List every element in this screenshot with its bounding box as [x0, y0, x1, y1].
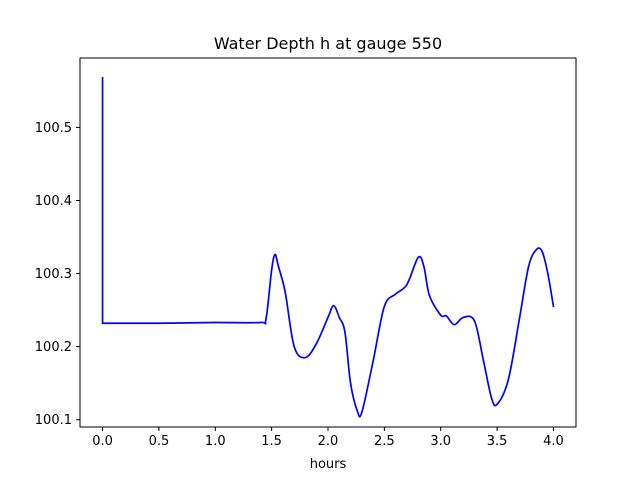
data-point — [277, 265, 280, 268]
data-point — [417, 256, 419, 259]
data-point — [265, 318, 267, 320]
data-point — [349, 382, 352, 384]
y-axis: 100.1 100.2 100.3 100.4 100.5 — [35, 121, 80, 428]
data-point — [361, 411, 363, 414]
data-point — [338, 316, 341, 319]
data-point — [327, 316, 329, 319]
plot-frame — [79, 57, 577, 428]
data-point — [315, 342, 318, 344]
data-point — [535, 248, 538, 251]
data-point — [356, 410, 359, 412]
data-point — [518, 316, 521, 319]
data-point — [284, 291, 286, 293]
y-tick-label: 100.4 — [35, 194, 72, 209]
data-point — [214, 321, 217, 324]
data-point — [372, 360, 374, 363]
x-tick-label: 0.5 — [149, 434, 170, 449]
data-point — [270, 269, 273, 271]
data-point — [101, 322, 104, 325]
x-axis-label: hours — [310, 457, 347, 472]
data-point — [101, 76, 104, 79]
data-point — [453, 323, 456, 326]
data-point — [482, 360, 485, 363]
y-tick-label: 100.2 — [35, 340, 72, 355]
data-point — [274, 253, 276, 256]
data-point — [383, 305, 386, 308]
series-line-layer — [101, 76, 555, 418]
series-line-0 — [101, 77, 555, 418]
data-point — [541, 250, 543, 253]
data-point — [547, 272, 549, 275]
data-point — [552, 305, 555, 308]
data-point — [462, 316, 465, 319]
data-point — [259, 321, 262, 324]
chart-title: Water Depth h at gauge 550 — [214, 34, 442, 53]
x-tick-label: 4.0 — [543, 434, 564, 449]
data-point — [344, 331, 346, 333]
data-point — [473, 320, 476, 322]
x-tick-label: 2.0 — [318, 434, 339, 449]
y-tick-label: 100.3 — [35, 267, 72, 282]
data-point — [394, 293, 397, 295]
data-point — [496, 403, 498, 406]
x-tick-label: 1.0 — [205, 434, 226, 449]
data-point — [293, 345, 295, 348]
data-point — [439, 314, 442, 317]
data-point — [445, 315, 448, 317]
data-point — [527, 265, 530, 268]
data-point — [423, 265, 425, 268]
x-tick-label: 2.5 — [374, 434, 395, 449]
x-tick-label: 3.0 — [430, 434, 451, 449]
data-point — [158, 322, 160, 325]
y-tick-label: 100.1 — [35, 413, 72, 428]
data-point — [332, 304, 335, 307]
data-point — [304, 356, 307, 359]
x-tick-label: 3.5 — [487, 434, 508, 449]
x-axis: 0.0 0.5 1.0 1.5 2.0 2.5 3.0 3.5 4.0 — [92, 427, 564, 449]
data-point — [406, 283, 408, 286]
y-tick-label: 100.5 — [35, 121, 72, 136]
data-point — [490, 396, 493, 399]
data-point — [428, 294, 431, 297]
x-tick-label: 1.5 — [261, 434, 282, 449]
x-tick-label: 0.0 — [92, 434, 113, 449]
data-point — [507, 378, 510, 381]
